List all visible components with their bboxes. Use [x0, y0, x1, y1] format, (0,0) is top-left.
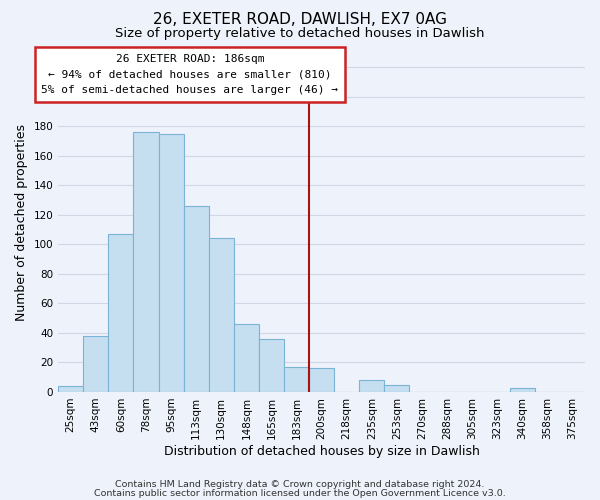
Bar: [133, 132, 158, 392]
Y-axis label: Number of detached properties: Number of detached properties: [15, 124, 28, 320]
Bar: [259, 339, 284, 392]
Bar: [510, 388, 535, 392]
Text: Contains HM Land Registry data © Crown copyright and database right 2024.: Contains HM Land Registry data © Crown c…: [115, 480, 485, 489]
Text: 26, EXETER ROAD, DAWLISH, EX7 0AG: 26, EXETER ROAD, DAWLISH, EX7 0AG: [153, 12, 447, 28]
Bar: [359, 380, 385, 392]
Bar: [58, 386, 83, 392]
Bar: [184, 206, 209, 392]
Text: 26 EXETER ROAD: 186sqm
← 94% of detached houses are smaller (810)
5% of semi-det: 26 EXETER ROAD: 186sqm ← 94% of detached…: [41, 54, 338, 95]
Bar: [83, 336, 109, 392]
Bar: [309, 368, 334, 392]
Text: Contains public sector information licensed under the Open Government Licence v3: Contains public sector information licen…: [94, 488, 506, 498]
Bar: [109, 234, 133, 392]
Bar: [284, 367, 309, 392]
Bar: [158, 134, 184, 392]
Bar: [385, 384, 409, 392]
Text: Size of property relative to detached houses in Dawlish: Size of property relative to detached ho…: [115, 28, 485, 40]
Bar: [234, 324, 259, 392]
Bar: [209, 238, 234, 392]
X-axis label: Distribution of detached houses by size in Dawlish: Distribution of detached houses by size …: [164, 444, 479, 458]
